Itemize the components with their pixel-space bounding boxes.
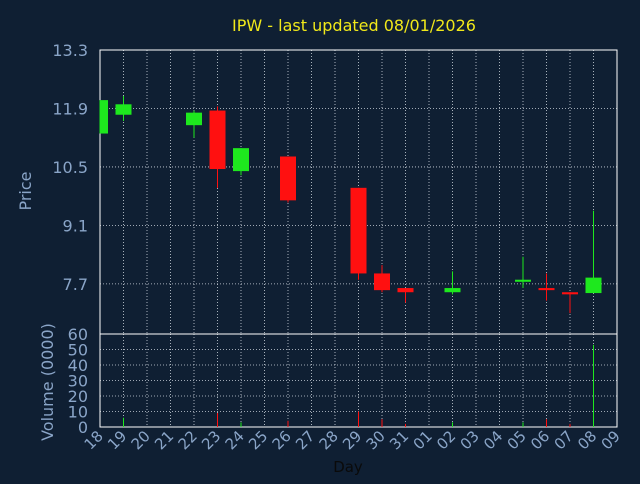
x-tick-label: 20 xyxy=(128,427,154,453)
x-tick-label: 08 xyxy=(574,427,600,453)
candle-05 xyxy=(515,256,531,289)
x-tick-label: 28 xyxy=(316,427,342,453)
candle-body xyxy=(233,148,249,172)
candle-22 xyxy=(186,110,202,138)
volume-tick-label: 10 xyxy=(68,403,88,422)
price-tick-label: 11.9 xyxy=(52,99,88,118)
volume-tick-label: 60 xyxy=(68,325,88,344)
volume-tick-label: 30 xyxy=(68,372,88,391)
x-tick-label: 22 xyxy=(175,427,201,453)
volume-tick-label: 50 xyxy=(68,341,88,360)
x-tick-label: 02 xyxy=(433,427,459,453)
candle-body xyxy=(115,104,132,115)
x-tick-label: 19 xyxy=(104,427,130,453)
candle-06 xyxy=(538,273,555,301)
candle-08 xyxy=(585,210,602,294)
candle-body xyxy=(374,273,390,291)
candle-24 xyxy=(233,148,249,176)
candle-body xyxy=(209,110,226,170)
x-tick-label: 23 xyxy=(198,427,224,453)
chart-title: IPW - last updated 08/01/2026 xyxy=(232,16,476,35)
candle-body xyxy=(100,100,108,134)
x-tick-label: 29 xyxy=(339,427,365,453)
x-tick-label: 05 xyxy=(504,427,530,453)
x-tick-label: 01 xyxy=(410,427,436,453)
x-tick-label: 07 xyxy=(551,427,577,453)
x-tick-label: 06 xyxy=(527,427,553,453)
candle-18 xyxy=(99,100,108,134)
volume-panel: 0102030405060181920212223242526272829303… xyxy=(68,325,624,453)
candle-body xyxy=(350,187,367,274)
candle-body xyxy=(186,112,202,126)
x-tick-label: 26 xyxy=(269,427,295,453)
x-tick-label: 04 xyxy=(480,427,506,453)
candle-body xyxy=(562,292,578,295)
price-panel: 7.7 9.1 10.5 11.9 13.3 xyxy=(52,41,618,335)
candle-body xyxy=(515,279,531,282)
volume-axis-label: Volume (0000) xyxy=(38,323,57,441)
candle-body xyxy=(585,277,602,294)
x-tick-label: 24 xyxy=(222,427,248,453)
candle-19 xyxy=(115,95,132,121)
candle-body xyxy=(538,288,555,291)
candle-body xyxy=(280,156,296,201)
x-tick-label: 25 xyxy=(245,427,271,453)
candle-29 xyxy=(350,187,367,280)
price-tick-label: 7.7 xyxy=(63,275,88,294)
volume-tick-label: 40 xyxy=(68,356,88,375)
x-tick-label: 27 xyxy=(292,427,318,453)
price-tick-label: 10.5 xyxy=(52,158,88,177)
x-tick-label: 03 xyxy=(457,427,483,453)
candle-02 xyxy=(444,271,461,295)
candle-30 xyxy=(374,265,390,293)
candle-body xyxy=(444,288,461,293)
x-tick-label: 30 xyxy=(363,427,389,453)
volume-tick-label: 0 xyxy=(78,418,88,437)
price-tick-label: 9.1 xyxy=(63,216,88,235)
x-tick-label: 31 xyxy=(386,427,412,453)
candle-23 xyxy=(209,106,226,188)
price-tick-label: 13.3 xyxy=(52,41,88,60)
volume-tick-label: 20 xyxy=(68,387,88,406)
candle-07 xyxy=(562,292,578,314)
x-tick-label: 21 xyxy=(151,427,177,453)
price-axis-label: Price xyxy=(16,171,35,210)
candle-body xyxy=(397,288,414,293)
candle-26 xyxy=(280,156,296,203)
x-axis-label: Day xyxy=(333,458,363,476)
x-tick-label: 09 xyxy=(598,427,624,453)
candle-31 xyxy=(397,288,414,303)
